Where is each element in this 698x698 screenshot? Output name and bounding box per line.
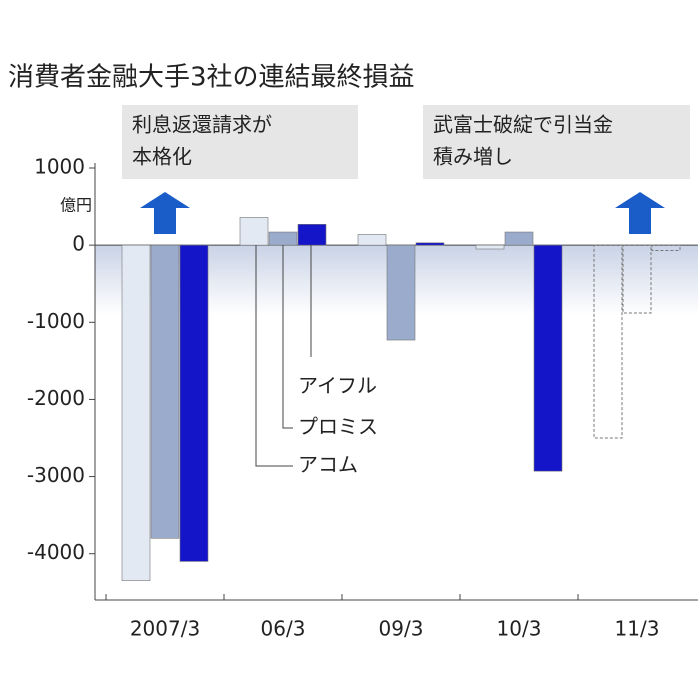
bar <box>475 244 505 250</box>
y-tick-label: 1000 <box>34 155 85 179</box>
legend-label: プロミス <box>298 415 378 439</box>
x-tick-label: 10/3 <box>497 617 542 641</box>
bar <box>121 244 151 582</box>
annotation: 本格化 <box>132 145 192 169</box>
bar <box>239 217 269 246</box>
annotation: 積み増し <box>433 145 513 169</box>
leader-line <box>282 245 293 429</box>
bar <box>268 231 298 246</box>
legend-label: アイフル <box>298 374 377 398</box>
y-unit: 億円 <box>60 196 92 215</box>
bar <box>386 244 416 341</box>
chart-title: 消費者金融大手3社の連結最終損益 <box>8 63 415 93</box>
leader-line <box>255 245 293 467</box>
legend-label: アコム <box>298 453 358 477</box>
annotation: 武富士破綻で引当金 <box>433 113 613 137</box>
y-tick-label: -4000 <box>27 540 85 564</box>
annotation-box <box>423 105 690 179</box>
y-tick-label: -2000 <box>27 386 85 410</box>
plot: 1000 0 -1000 -2000 -3000 -4000 2007/3 06/3 09/3 1… <box>27 155 698 641</box>
bar <box>179 244 209 562</box>
bar <box>651 244 681 252</box>
y-tick-label: -3000 <box>27 463 85 487</box>
bar <box>150 244 180 539</box>
bar <box>297 224 327 246</box>
annotation-box <box>122 105 358 179</box>
bar <box>504 231 534 246</box>
annotation: 利息返還請求が <box>132 113 272 137</box>
x-tick-label: 09/3 <box>379 617 424 641</box>
y-tick-label: -1000 <box>27 309 85 333</box>
arrow <box>615 192 665 234</box>
bar <box>593 244 623 439</box>
x-tick-label: 11/3 <box>615 617 660 641</box>
y-tick-label: 0 <box>72 232 85 256</box>
x-tick-label: 06/3 <box>261 617 306 641</box>
x-tick-label: 2007/3 <box>130 617 200 641</box>
bar <box>357 234 387 246</box>
bar <box>622 244 652 314</box>
bar <box>533 244 563 472</box>
arrow <box>140 192 190 234</box>
bar <box>415 242 445 246</box>
